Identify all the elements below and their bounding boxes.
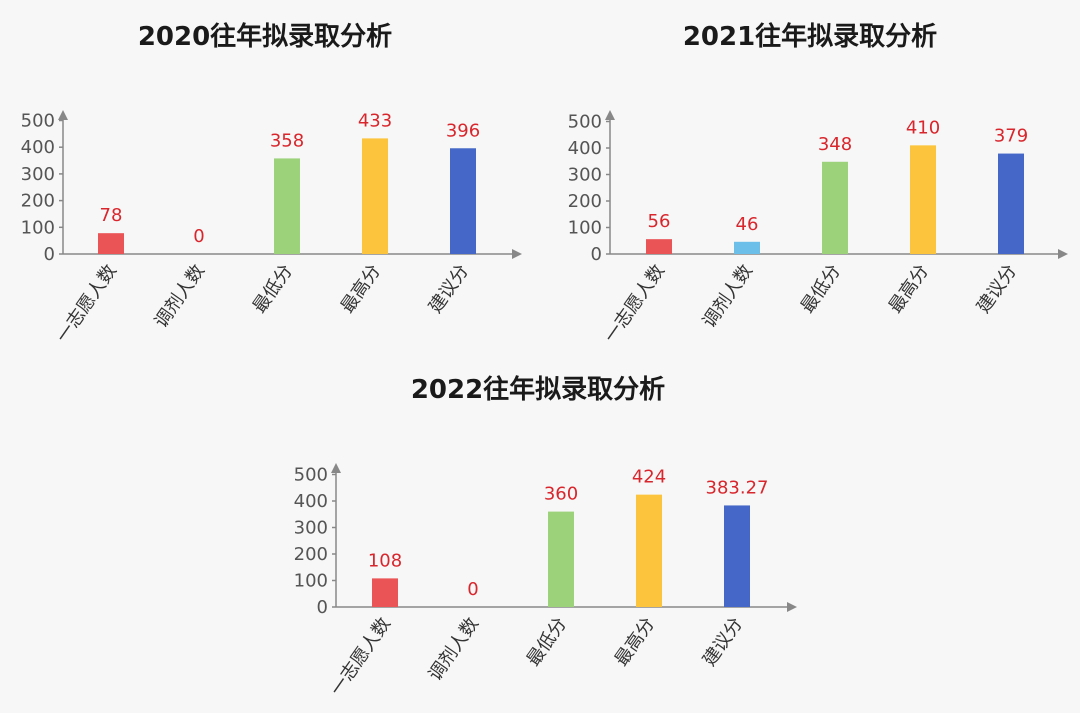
data-label: 358 <box>270 130 304 151</box>
data-label: 410 <box>906 117 940 138</box>
y-tick-label: 500 <box>21 111 55 132</box>
chart-title: 2022往年拟录取分析 <box>411 374 665 405</box>
x-axis-arrow <box>1058 249 1068 259</box>
y-tick-label: 200 <box>568 191 602 212</box>
data-label: 0 <box>193 226 204 247</box>
bar-1 <box>372 578 398 607</box>
category-label: 最低分 <box>797 261 845 317</box>
y-axis-arrow <box>58 110 68 120</box>
bar-5 <box>998 153 1024 254</box>
bar-4 <box>910 145 936 254</box>
y-tick-label: 100 <box>294 571 328 592</box>
bar-5 <box>450 148 476 254</box>
y-tick-label: 500 <box>568 112 602 133</box>
category-label: 建议分 <box>973 261 1021 317</box>
category-label: 最低分 <box>523 614 571 670</box>
category-label: 最高分 <box>885 261 933 317</box>
y-tick-label: 100 <box>21 217 55 238</box>
data-label: 383.27 <box>706 477 769 498</box>
y-axis-arrow <box>605 110 615 120</box>
category-label: 最高分 <box>337 261 385 317</box>
bar-5 <box>724 505 750 607</box>
data-label: 379 <box>994 126 1028 147</box>
category-label: 一志愿人数 <box>326 614 395 700</box>
bar-3 <box>548 511 574 607</box>
y-tick-label: 0 <box>317 597 328 618</box>
data-label: 348 <box>818 134 852 155</box>
y-tick-label: 300 <box>21 164 55 185</box>
category-label: 调剂人数 <box>425 614 483 685</box>
chart-1: 2020往年拟录取分析010020030040050078一志愿人数0调剂人数3… <box>21 21 522 347</box>
data-label: 46 <box>736 214 759 235</box>
chart-3: 2022往年拟录取分析0100200300400500108一志愿人数0调剂人数… <box>294 374 797 700</box>
data-label: 433 <box>358 110 392 131</box>
category-label: 最高分 <box>611 614 659 670</box>
x-axis-arrow <box>512 249 522 259</box>
bar-3 <box>822 161 848 254</box>
chart-title: 2021往年拟录取分析 <box>683 21 937 52</box>
y-tick-label: 500 <box>294 465 328 486</box>
y-tick-label: 400 <box>21 137 55 158</box>
y-tick-label: 0 <box>591 244 602 265</box>
data-label: 0 <box>467 579 478 600</box>
y-axis-arrow <box>331 463 341 473</box>
x-axis-arrow <box>787 602 797 612</box>
data-label: 396 <box>446 120 480 141</box>
bar-4 <box>636 494 662 607</box>
category-label: 一志愿人数 <box>600 261 669 347</box>
chart-title: 2020往年拟录取分析 <box>138 21 392 52</box>
y-tick-label: 200 <box>21 191 55 212</box>
data-label: 78 <box>100 205 123 226</box>
category-label: 建议分 <box>425 261 473 317</box>
bar-1 <box>98 233 124 254</box>
category-label: 最低分 <box>249 261 297 317</box>
data-label: 424 <box>632 467 666 488</box>
data-label: 108 <box>368 550 402 571</box>
y-tick-label: 400 <box>568 138 602 159</box>
bar-1 <box>646 239 672 254</box>
bar-3 <box>274 158 300 254</box>
chart-2: 2021往年拟录取分析 0 100 200 300 400 500 56 一志愿人数 46 调剂人数… <box>568 21 1068 347</box>
bar-4 <box>362 138 388 254</box>
y-tick-label: 300 <box>568 165 602 186</box>
data-label: 360 <box>544 484 578 505</box>
y-tick-label: 0 <box>44 244 55 265</box>
y-tick-label: 300 <box>294 518 328 539</box>
category-label: 调剂人数 <box>699 261 757 332</box>
category-label: 调剂人数 <box>151 261 209 332</box>
y-tick-label: 200 <box>294 544 328 565</box>
data-label: 56 <box>648 211 671 232</box>
category-label: 建议分 <box>699 614 747 670</box>
category-label: 一志愿人数 <box>52 261 121 347</box>
y-tick-label: 100 <box>568 218 602 239</box>
bar-2 <box>734 241 760 254</box>
y-tick-label: 400 <box>294 491 328 512</box>
